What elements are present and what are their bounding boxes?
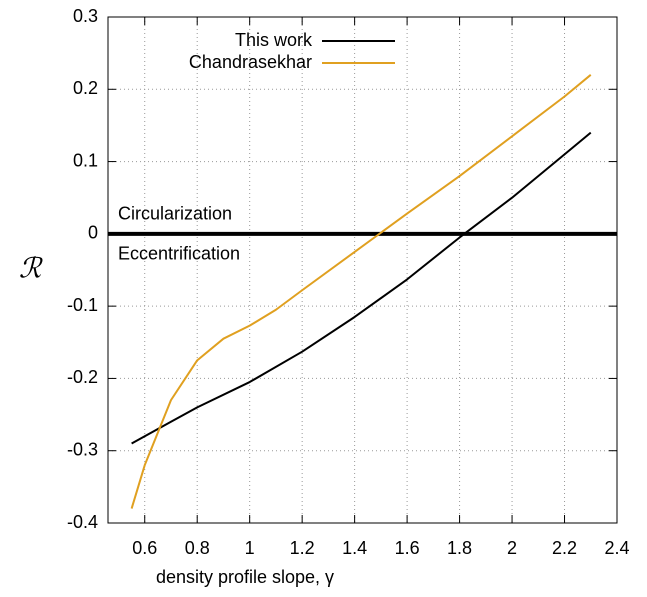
y-tick-label: 0.2	[73, 78, 98, 98]
annotation: Eccentrification	[118, 244, 240, 264]
x-tick-label: 2.2	[552, 538, 577, 558]
x-tick-label: 1	[245, 538, 255, 558]
y-tick-label: -0.3	[67, 439, 98, 459]
x-tick-label: 2	[507, 538, 517, 558]
x-tick-label: 1.4	[342, 538, 367, 558]
x-tick-label: 1.6	[395, 538, 420, 558]
plot-frame	[107, 16, 618, 524]
y-tick-label: 0.1	[73, 150, 98, 170]
data-line	[131, 131, 592, 445]
legend-label: This work	[235, 30, 313, 50]
data-line	[130, 74, 592, 509]
legend-label: Chandrasekhar	[189, 52, 312, 72]
x-tick-label: 0.6	[132, 538, 157, 558]
y-tick-label: -0.2	[67, 367, 98, 387]
y-axis-label: ℛ	[19, 252, 43, 285]
y-tick-label: 0.3	[73, 6, 98, 26]
x-tick-label: 1.8	[447, 538, 472, 558]
x-tick-label: 1.2	[290, 538, 315, 558]
y-tick-label: -0.1	[67, 295, 98, 315]
x-tick-label: 0.8	[185, 538, 210, 558]
x-axis-label: density profile slope, γ	[156, 567, 334, 587]
x-tick-label: 2.4	[604, 538, 629, 558]
annotation: Circularization	[118, 204, 232, 224]
y-tick-label: 0	[88, 223, 98, 243]
y-tick-label: -0.4	[67, 512, 98, 532]
